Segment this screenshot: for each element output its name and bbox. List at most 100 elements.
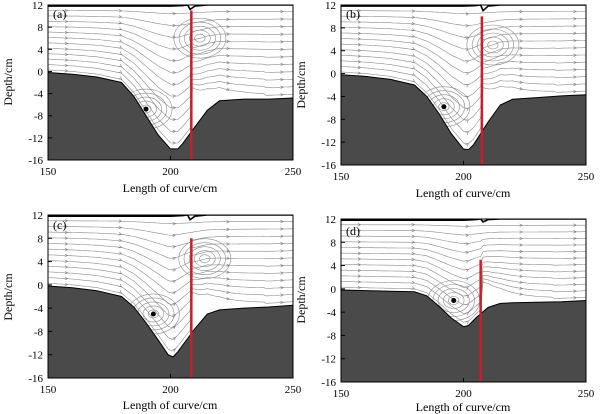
panel-a-streamline bbox=[48, 31, 293, 61]
panel-c-flow-arrow bbox=[226, 270, 230, 274]
panel-a-flow-arrow bbox=[118, 45, 123, 49]
panel-a-flow-arrow bbox=[64, 41, 69, 46]
panel-a-xtick-label: 150 bbox=[40, 166, 57, 178]
panel-b-flow-arrow bbox=[519, 32, 523, 36]
panel-c-ytick-label: -16 bbox=[28, 373, 43, 385]
panel-d-ytick-label: 12 bbox=[325, 214, 336, 226]
panel-c-flow-arrow bbox=[280, 300, 284, 305]
panel-b-flow-arrow bbox=[573, 60, 577, 65]
panel-b-label: (b) bbox=[346, 7, 360, 21]
panel-a-flow-arrow bbox=[172, 117, 177, 122]
panel-d-streamlines bbox=[341, 223, 586, 325]
panel-c-flow-arrow bbox=[118, 277, 123, 281]
panel-d-flow-arrow bbox=[573, 223, 577, 227]
panel-a-streamline bbox=[48, 47, 293, 97]
panel-c-flow-arrow bbox=[172, 291, 176, 295]
panel-a-flow-arrow bbox=[118, 63, 122, 68]
panel-a-xtick-label: 250 bbox=[285, 166, 302, 178]
panel-d-flow-arrow bbox=[411, 240, 416, 244]
panel-a-flow-arrow bbox=[280, 9, 284, 14]
panel-a-flow-arrow bbox=[226, 25, 230, 29]
panel-c-flow-arrow bbox=[118, 251, 123, 255]
panel-a: (a) Length of curve/cm Depth/cm 12 8 4 0 -4 -… bbox=[1, 0, 302, 195]
panel-c-flow-arrow bbox=[118, 245, 123, 249]
panel-c-flow-arrow bbox=[280, 271, 284, 275]
panel-c-streamline bbox=[48, 265, 293, 317]
panel-a-streamline bbox=[48, 10, 293, 14]
panel-c-flow-arrow bbox=[118, 219, 123, 223]
panel-b-flow-arrow bbox=[357, 43, 362, 47]
panel-c-flow-arrow bbox=[172, 268, 177, 272]
panel-d-streamline bbox=[341, 258, 586, 280]
panel-a-water-surface bbox=[48, 5, 293, 11]
panel-b-flow-arrow bbox=[357, 37, 362, 41]
panel-c-flow-arrow bbox=[118, 264, 123, 268]
panel-c-flow-arrow bbox=[280, 256, 284, 260]
panel-a-flow-arrow bbox=[280, 32, 284, 36]
panel-a-flow-arrow bbox=[118, 76, 122, 80]
panel-c-flow-arrow bbox=[64, 219, 69, 223]
panel-c-streamline bbox=[48, 271, 293, 329]
panel-a-flow-arrow bbox=[226, 46, 230, 51]
panel-b-flow-arrow bbox=[573, 75, 577, 79]
panel-d-flow-arrow bbox=[465, 277, 469, 281]
panel-b-flow-arrow bbox=[519, 10, 523, 14]
panel-d-flow-arrow bbox=[519, 230, 523, 234]
panel-c-flow-arrow bbox=[118, 257, 123, 261]
panel-c-flow-arrow bbox=[226, 284, 230, 288]
panel-b-plot-area bbox=[341, 5, 586, 165]
panel-a-flow-arrow bbox=[172, 23, 177, 28]
panel-b-flow-arrow bbox=[519, 80, 523, 84]
panel-b-flow-arrow bbox=[357, 71, 362, 75]
panel-a-flow-arrow bbox=[64, 69, 69, 73]
panel-b-flow-arrow bbox=[465, 131, 469, 135]
panel-c-bed bbox=[48, 285, 293, 378]
panel-a-flow-arrow bbox=[64, 58, 69, 62]
panel-a-flow-arrow bbox=[226, 87, 230, 92]
panel-c-flow-arrow bbox=[172, 314, 176, 318]
panel-c-streamline bbox=[48, 220, 293, 224]
panel-b-flow-arrow bbox=[519, 24, 523, 29]
panel-b-flow-arrow bbox=[411, 78, 415, 83]
panel-d-flow-arrow bbox=[519, 243, 523, 247]
panel-c-flow-arrow bbox=[64, 230, 69, 234]
panel-b-flow-arrow bbox=[573, 68, 577, 72]
panel-a-ytick-label: -12 bbox=[28, 133, 43, 145]
panel-d-flow-arrow bbox=[519, 286, 523, 290]
panel-c-flow-arrow bbox=[118, 225, 123, 230]
panel-c-ytick-label: -8 bbox=[34, 326, 44, 338]
panel-d-flow-arrow bbox=[411, 274, 416, 279]
panel-a-streamline bbox=[48, 69, 293, 144]
panel-c-flow-arrow bbox=[172, 233, 177, 237]
panel-d-flow-arrow bbox=[519, 280, 523, 284]
panel-b-ytick-label: -4 bbox=[327, 91, 337, 103]
panel-d-flow-arrow bbox=[411, 286, 416, 290]
panel-c-streamline bbox=[48, 237, 293, 259]
panel-d-flow-arrow bbox=[357, 228, 362, 233]
panel-d-flow-arrow bbox=[357, 234, 362, 238]
panel-b-flow-arrow bbox=[411, 40, 416, 44]
panel-c-flow-arrow bbox=[172, 256, 177, 261]
panel-c-flow-arrow bbox=[172, 280, 176, 284]
panel-a-flow-arrow bbox=[280, 93, 284, 97]
panel-b-streamline bbox=[341, 27, 586, 50]
panel-c-flow-arrow bbox=[226, 297, 230, 301]
panel-a-ytick-label: -8 bbox=[34, 111, 44, 123]
panel-d-flow-arrow bbox=[357, 280, 362, 284]
panel-a-flow-arrow bbox=[172, 59, 177, 63]
panel-c-flow-arrow bbox=[226, 227, 230, 231]
panel-a-flow-arrow bbox=[280, 17, 284, 21]
panel-d-ytick-label: -4 bbox=[327, 307, 337, 319]
panel-c-vortex-core bbox=[150, 311, 156, 317]
panel-d-flow-arrow bbox=[573, 243, 577, 247]
panel-d-water-surface bbox=[341, 219, 586, 223]
panel-c: (c) Length of curve/cm Depth/cm 12 8 4 0 -4 -… bbox=[1, 210, 302, 412]
panel-d-flow-arrow bbox=[573, 230, 577, 234]
panel-a-flow-arrow bbox=[226, 17, 230, 21]
panel-b-streamline bbox=[341, 38, 586, 74]
panel-c-flow-arrow bbox=[280, 219, 284, 224]
panel-d-flow-arrow bbox=[519, 262, 523, 266]
panel-b-flow-arrow bbox=[573, 17, 577, 21]
panel-c-flow-arrow bbox=[280, 286, 284, 290]
